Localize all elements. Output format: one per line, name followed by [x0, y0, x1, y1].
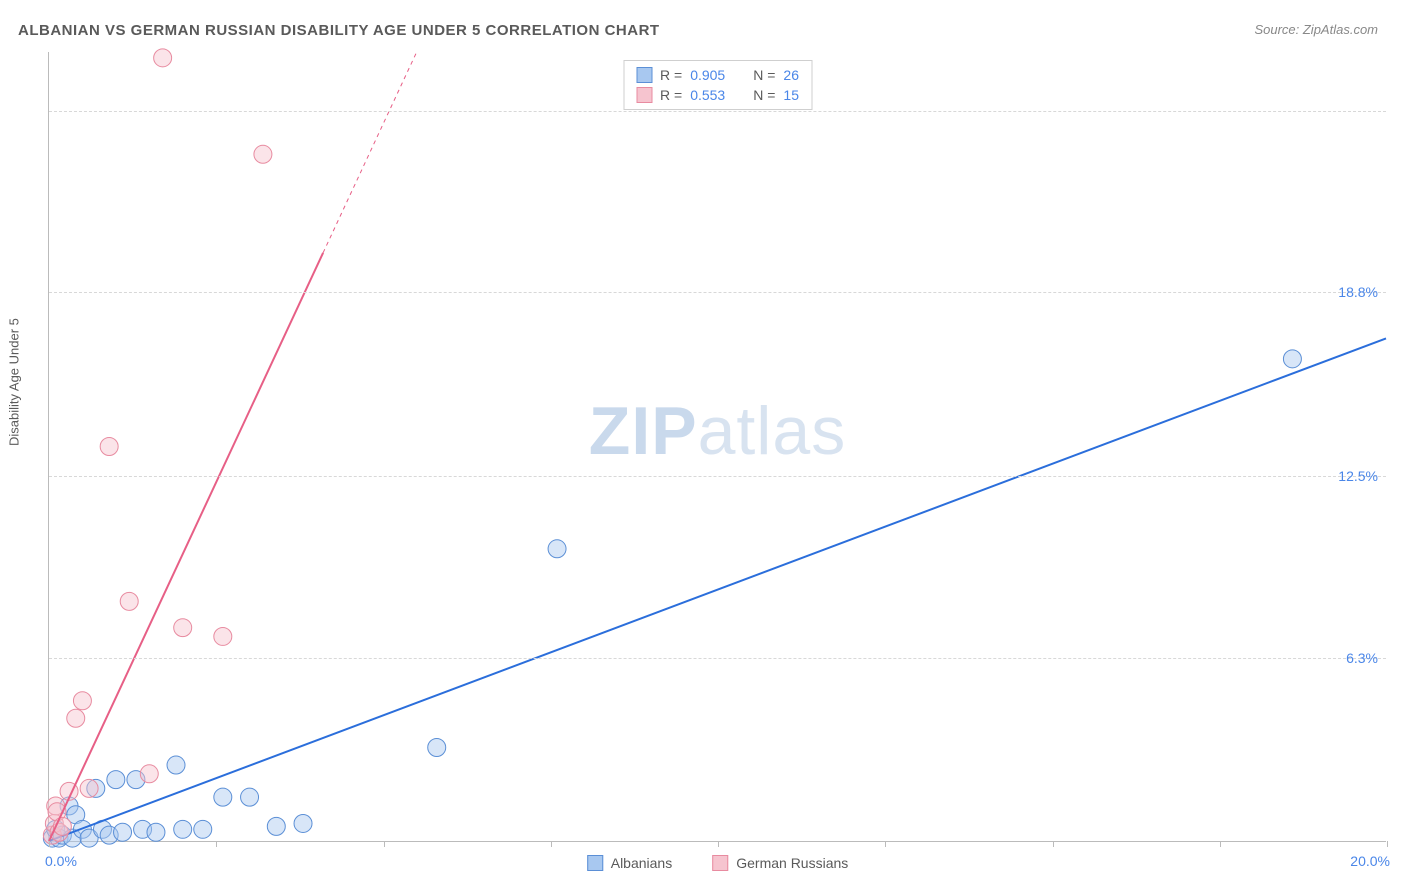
data-point — [80, 779, 98, 797]
data-point — [174, 820, 192, 838]
x-tick — [384, 841, 385, 847]
x-tick — [49, 841, 50, 847]
x-tick-label: 0.0% — [45, 853, 77, 869]
y-axis-label: Disability Age Under 5 — [7, 318, 22, 446]
n-label: N = — [753, 67, 775, 83]
data-point — [548, 540, 566, 558]
data-point — [214, 788, 232, 806]
legend-stat-row: R = 0.905 N = 26 — [636, 65, 799, 85]
x-tick — [718, 841, 719, 847]
y-tick-label: 12.5% — [1338, 468, 1378, 484]
gridline — [49, 476, 1386, 477]
data-point — [167, 756, 185, 774]
chart-svg — [49, 52, 1386, 841]
n-value: 26 — [783, 67, 799, 83]
data-point — [73, 692, 91, 710]
data-point — [114, 823, 132, 841]
data-point — [241, 788, 259, 806]
legend-item: Albanians — [587, 855, 673, 871]
trend-line — [49, 338, 1386, 841]
legend-swatch — [636, 87, 652, 103]
data-point — [67, 709, 85, 727]
gridline — [49, 292, 1386, 293]
r-label: R = — [660, 87, 682, 103]
data-point — [214, 627, 232, 645]
x-tick — [1220, 841, 1221, 847]
legend-swatch — [636, 67, 652, 83]
data-point — [294, 814, 312, 832]
data-point — [428, 739, 446, 757]
data-point — [147, 823, 165, 841]
legend-stats-box: R = 0.905 N = 26 R = 0.553 N = 15 — [623, 60, 812, 110]
x-tick — [1387, 841, 1388, 847]
legend-label: Albanians — [611, 855, 673, 871]
data-point — [140, 765, 158, 783]
chart-title: ALBANIAN VS GERMAN RUSSIAN DISABILITY AG… — [18, 22, 660, 39]
y-tick-label: 18.8% — [1338, 284, 1378, 300]
data-point — [107, 771, 125, 789]
x-tick — [216, 841, 217, 847]
legend-item: German Russians — [712, 855, 848, 871]
x-tick-label: 20.0% — [1350, 853, 1390, 869]
data-point — [154, 49, 172, 67]
r-value: 0.553 — [690, 87, 725, 103]
legend-swatch — [712, 855, 728, 871]
x-tick — [551, 841, 552, 847]
source-attribution: Source: ZipAtlas.com — [1254, 22, 1378, 37]
legend-swatch — [587, 855, 603, 871]
r-label: R = — [660, 67, 682, 83]
n-value: 15 — [783, 87, 799, 103]
data-point — [254, 145, 272, 163]
n-label: N = — [753, 87, 775, 103]
trend-line-dashed — [323, 52, 417, 253]
data-point — [100, 438, 118, 456]
gridline — [49, 111, 1386, 112]
r-value: 0.905 — [690, 67, 725, 83]
legend-series: Albanians German Russians — [587, 855, 849, 871]
data-point — [174, 619, 192, 637]
gridline — [49, 658, 1386, 659]
x-tick — [885, 841, 886, 847]
legend-stat-row: R = 0.553 N = 15 — [636, 85, 799, 105]
legend-label: German Russians — [736, 855, 848, 871]
data-point — [194, 820, 212, 838]
x-tick — [1053, 841, 1054, 847]
data-point — [267, 817, 285, 835]
plot-area: ZIPatlas R =0.905N =26R =0.553N =15 Alba… — [48, 52, 1386, 842]
data-point — [120, 592, 138, 610]
y-tick-label: 6.3% — [1346, 650, 1378, 666]
data-point — [1283, 350, 1301, 368]
